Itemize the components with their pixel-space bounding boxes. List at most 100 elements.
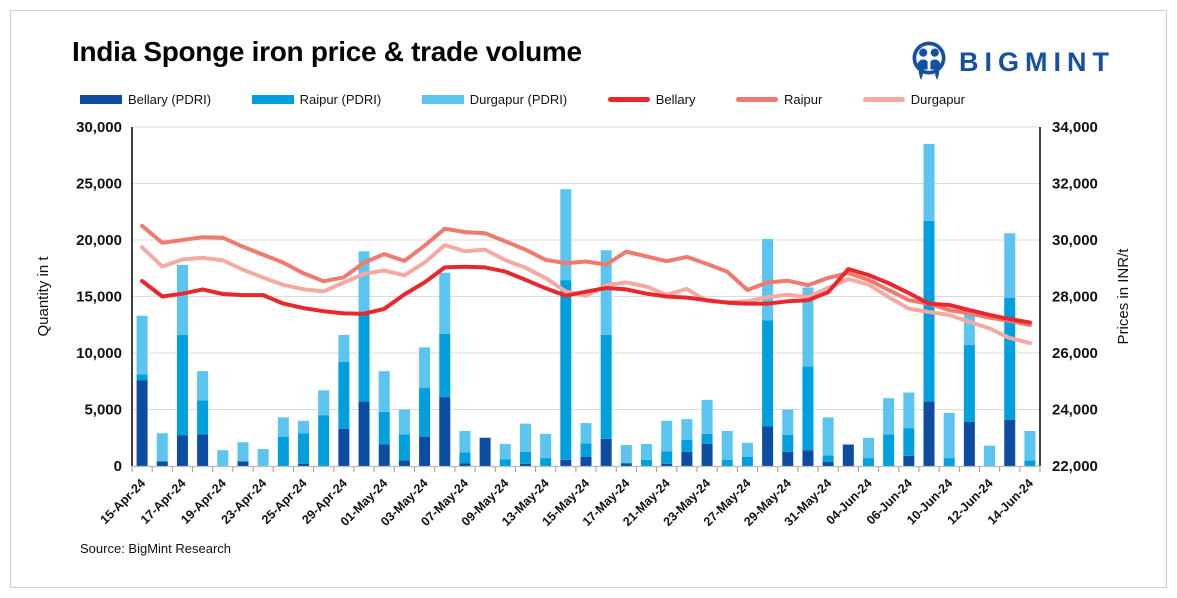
bar-segment-raipur-pdri-	[540, 458, 552, 466]
bar-segment-bellary-pdri-	[197, 434, 209, 466]
bar-segment-bellary-pdri-	[156, 461, 168, 466]
bar-segment-raipur-pdri-	[701, 433, 713, 444]
legend-swatch-bellary-price	[607, 97, 650, 102]
bar-segment-raipur-pdri-	[459, 452, 471, 464]
price-line-raipur	[140, 223, 1032, 327]
bar-segment-raipur-pdri-	[1004, 297, 1016, 420]
bar-segment-durgapur-pdri-	[641, 443, 653, 460]
bar-segment-bellary-pdri-	[661, 463, 673, 466]
bar-segment-raipur-pdri-	[338, 362, 350, 429]
right-axis-tick-label: 30,000	[1052, 232, 1098, 249]
right-axis-tick-label: 22,000	[1052, 458, 1098, 475]
bar-segment-raipur-pdri-	[661, 451, 673, 464]
bar-segment-raipur-pdri-	[862, 458, 874, 466]
bar-segment-bellary-pdri-	[903, 455, 915, 466]
bar-segment-raipur-pdri-	[277, 436, 289, 466]
bar-segment-raipur-pdri-	[903, 428, 915, 456]
bar-segment-raipur-pdri-	[822, 455, 834, 463]
left-axis-tick-label: 20,000	[76, 232, 122, 249]
bar-segment-durgapur-pdri-	[560, 189, 572, 281]
bar-segment-bellary-pdri-	[439, 397, 451, 466]
bar-segment-durgapur-pdri-	[378, 371, 390, 412]
bigmint-logo-icon	[909, 40, 949, 84]
bar-segment-bellary-pdri-	[378, 444, 390, 466]
bar-segment-bellary-pdri-	[459, 463, 471, 466]
bar-segment-durgapur-pdri-	[459, 430, 471, 453]
bar-segment-raipur-pdri-	[298, 433, 310, 464]
bar-segment-bellary-pdri-	[842, 444, 854, 466]
bar-segment-bellary-pdri-	[681, 451, 693, 466]
bar-segment-raipur-pdri-	[136, 374, 148, 381]
bar-segment-durgapur-pdri-	[580, 423, 592, 444]
left-axis-tick-label: 10,000	[76, 345, 122, 362]
bar-segment-durgapur-pdri-	[701, 399, 713, 434]
bar-segment-durgapur-pdri-	[600, 250, 612, 335]
bar-segment-bellary-pdri-	[762, 426, 774, 466]
bar-segment-durgapur-pdri-	[721, 430, 733, 460]
bar-segment-raipur-pdri-	[318, 415, 330, 466]
legend-label-durgapur-pdri: Durgapur (PDRI)	[469, 92, 568, 107]
bar-segment-raipur-pdri-	[419, 388, 431, 437]
bar-segment-raipur-pdri-	[741, 456, 753, 466]
left-axis-tick-label: 0	[114, 458, 122, 475]
bar-segment-raipur-pdri-	[439, 333, 451, 398]
bar-segment-raipur-pdri-	[358, 313, 370, 402]
legend-item-bellary-price: Bellary	[607, 92, 695, 107]
bar-segment-durgapur-pdri-	[661, 420, 673, 452]
bar-segment-durgapur-pdri-	[298, 420, 310, 434]
bar-segment-bellary-pdri-	[519, 463, 531, 466]
legend-item-raipur-pdri: Raipur (PDRI)	[251, 92, 382, 107]
price-line-durgapur	[140, 243, 1032, 346]
left-axis-tick-label: 25,000	[76, 176, 122, 193]
legend-item-bellary-pdri: Bellary (PDRI)	[80, 92, 211, 107]
bar-segment-durgapur-pdri-	[519, 423, 531, 452]
bar-segment-durgapur-pdri-	[156, 433, 168, 462]
legend-swatch-raipur-price	[735, 97, 778, 102]
bar-segment-raipur-pdri-	[197, 400, 209, 435]
legend-swatch-bellary-pdri	[80, 95, 122, 104]
bar-segment-bellary-pdri-	[600, 438, 612, 466]
bar-segment-durgapur-pdri-	[136, 315, 148, 375]
legend-label-raipur-pdri: Raipur (PDRI)	[299, 92, 382, 107]
bar-segment-bellary-pdri-	[358, 401, 370, 466]
left-axis-tick-label: 30,000	[76, 119, 122, 136]
bar-segment-bellary-pdri-	[560, 459, 572, 466]
card-border	[10, 10, 1167, 588]
bar-segment-raipur-pdri-	[560, 280, 572, 460]
bar-segment-durgapur-pdri-	[822, 417, 834, 456]
bar-segment-bellary-pdri-	[822, 462, 834, 466]
bar-segment-raipur-pdri-	[580, 443, 592, 457]
bar-segment-durgapur-pdri-	[862, 437, 874, 459]
right-axis-tick-label: 26,000	[1052, 345, 1098, 362]
bar-segment-durgapur-pdri-	[217, 450, 229, 466]
bar-segment-bellary-pdri-	[338, 428, 350, 466]
bar-segment-raipur-pdri-	[721, 459, 733, 466]
bar-segment-durgapur-pdri-	[358, 251, 370, 314]
right-axis-title: Prices in INR/t	[1115, 248, 1132, 345]
legend-label-bellary-pdri: Bellary (PDRI)	[128, 92, 212, 107]
legend-label-raipur-price: Raipur	[783, 92, 823, 107]
bar-segment-durgapur-pdri-	[1024, 430, 1036, 461]
bar-segment-raipur-pdri-	[641, 459, 653, 466]
bar-segment-durgapur-pdri-	[176, 264, 188, 335]
bar-segment-durgapur-pdri-	[782, 409, 794, 435]
bar-segment-bellary-pdri-	[580, 456, 592, 466]
bar-segment-raipur-pdri-	[802, 366, 814, 451]
left-axis-title: Quantity in t	[35, 256, 52, 337]
bar-segment-raipur-pdri-	[782, 434, 794, 452]
legend-swatch-durgapur-price	[862, 97, 905, 102]
bar-segment-durgapur-pdri-	[762, 238, 774, 321]
bar-segment-raipur-pdri-	[883, 434, 895, 466]
bar-segment-bellary-pdri-	[176, 435, 188, 466]
bar-segment-raipur-pdri-	[762, 320, 774, 427]
bar-segment-durgapur-pdri-	[923, 143, 935, 221]
bar-segment-durgapur-pdri-	[802, 287, 814, 367]
right-axis-tick-label: 28,000	[1052, 289, 1098, 306]
bar-segment-raipur-pdri-	[176, 334, 188, 436]
bar-segment-durgapur-pdri-	[237, 442, 249, 462]
bar-segment-durgapur-pdri-	[681, 419, 693, 441]
right-axis-tick-label: 24,000	[1052, 402, 1098, 419]
price-line-bellary	[140, 264, 1032, 325]
